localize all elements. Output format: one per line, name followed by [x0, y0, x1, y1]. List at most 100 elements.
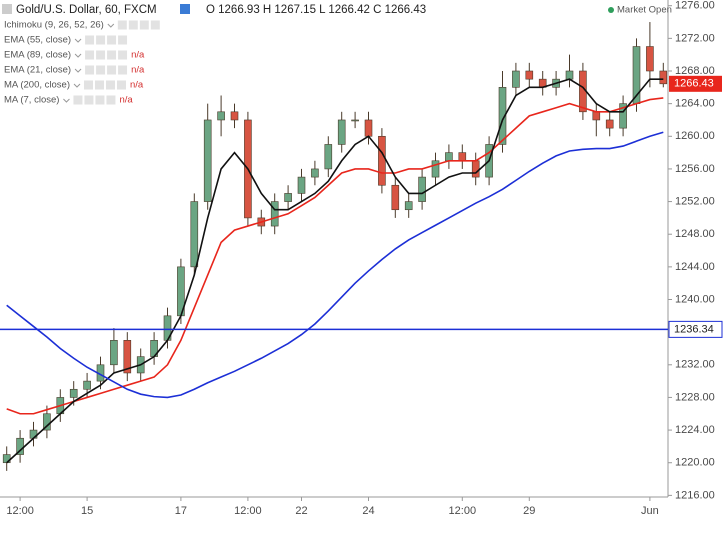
market-status: Market Open — [617, 5, 672, 16]
indicator-icon[interactable] — [107, 35, 117, 45]
indicator-line — [6, 78, 664, 464]
indicator-icon[interactable] — [84, 80, 93, 90]
indicator-icon[interactable] — [85, 35, 95, 45]
indicator-icon[interactable] — [128, 20, 138, 30]
indicator-icon[interactable] — [95, 95, 105, 105]
candle-body — [83, 380, 91, 390]
indicator-icon[interactable] — [107, 65, 117, 75]
y-tick-label: 1252.00 — [675, 195, 715, 207]
candle-body — [525, 70, 534, 80]
indicator-icon[interactable] — [118, 50, 128, 60]
indicator-icon[interactable] — [84, 95, 94, 105]
legend: Gold/U.S. Dollar, 60, FXCM O 1266.93 H 1… — [2, 4, 672, 106]
candle-body — [190, 201, 199, 268]
dropdown-icon[interactable] — [74, 38, 82, 43]
indicator-value: n/a — [130, 80, 144, 91]
indicator-icon[interactable] — [96, 50, 106, 60]
x-tick-label: Jun — [641, 505, 659, 517]
x-tick-label: 15 — [81, 505, 93, 517]
indicator-name[interactable]: EMA (21, close) — [4, 65, 71, 76]
indicator-name[interactable]: MA (200, close) — [4, 80, 70, 91]
candle-body — [324, 144, 333, 170]
candle-body — [203, 119, 212, 202]
indicator-value: n/a — [131, 50, 145, 61]
x-tick-label: 12:00 — [234, 505, 262, 517]
candle-body — [565, 70, 574, 80]
x-tick-label: 12:00 — [6, 505, 34, 517]
indicator-icon[interactable] — [117, 20, 127, 30]
candle-body — [311, 168, 319, 178]
y-tick-label: 1268.00 — [675, 65, 715, 77]
indicator-icon[interactable] — [96, 35, 106, 45]
candle-body — [364, 119, 373, 137]
indicator-name[interactable]: EMA (89, close) — [4, 50, 71, 61]
ohlc-header: O 1266.93 H 1267.15 L 1266.42 C 1266.43 — [206, 4, 426, 16]
indicator-icon[interactable] — [85, 50, 95, 60]
candle-body — [123, 340, 132, 374]
indicator-name[interactable]: Ichimoku (9, 26, 52, 26) — [4, 20, 104, 31]
x-tick-label: 29 — [523, 505, 535, 517]
indicator-icon[interactable] — [96, 65, 106, 75]
indicator-line — [6, 131, 664, 399]
last-price-box — [669, 75, 722, 92]
x-tick-label: 24 — [362, 505, 374, 517]
candle-body — [458, 152, 467, 162]
dropdown-icon[interactable] — [63, 98, 70, 103]
settings-icon[interactable] — [180, 4, 190, 14]
y-tick-label: 1228.00 — [675, 391, 715, 403]
dropdown-icon[interactable] — [107, 23, 115, 28]
y-tick-label: 1224.00 — [675, 424, 715, 436]
y-tick-label: 1272.00 — [675, 32, 715, 44]
collapse-icon[interactable] — [2, 4, 12, 14]
candle-body — [270, 201, 279, 227]
candle-body — [592, 111, 601, 121]
y-tick-label: 1216.00 — [675, 489, 715, 501]
candle-body — [230, 111, 239, 121]
candle-body — [351, 119, 359, 122]
indicator-icon[interactable] — [150, 20, 160, 30]
indicator-icon[interactable] — [107, 50, 117, 60]
y-tick-label: 1220.00 — [675, 457, 715, 469]
chart-title: Gold/U.S. Dollar, 60, FXCM — [16, 4, 157, 16]
candle-body — [659, 70, 668, 85]
candle-body — [646, 46, 654, 72]
candle-body — [445, 152, 453, 162]
candle-body — [498, 87, 507, 145]
y-tick-label: 1248.00 — [675, 228, 715, 240]
candle-body — [404, 201, 413, 211]
indicator-icon[interactable] — [118, 35, 128, 45]
indicator-name[interactable]: MA (7, close) — [4, 95, 59, 106]
candle-body — [471, 160, 480, 178]
x-tick-label: 22 — [295, 505, 307, 517]
indicator-value: n/a — [119, 95, 133, 106]
indicator-line — [6, 97, 664, 415]
indicator-value: n/a — [131, 65, 145, 76]
indicator-icon[interactable] — [85, 65, 95, 75]
x-tick-label: 17 — [175, 505, 187, 517]
plot-area — [0, 22, 668, 471]
indicator-name[interactable]: EMA (55, close) — [4, 35, 71, 46]
last-price-label: 1266.43 — [674, 78, 714, 90]
indicator-icon[interactable] — [95, 80, 104, 90]
dropdown-icon[interactable] — [74, 53, 82, 58]
indicator-icon[interactable] — [117, 80, 126, 90]
y-tick-label: 1240.00 — [675, 293, 715, 305]
candle-body — [337, 119, 346, 145]
indicator-icon[interactable] — [139, 20, 149, 30]
dropdown-icon[interactable] — [74, 68, 82, 73]
indicator-icon[interactable] — [106, 95, 116, 105]
indicator-icon[interactable] — [73, 95, 83, 105]
candle-body — [297, 176, 306, 194]
indicator-icon[interactable] — [118, 65, 128, 75]
indicator-icon[interactable] — [106, 80, 115, 90]
candle-body — [605, 119, 614, 129]
y-tick-label: 1264.00 — [675, 98, 715, 110]
candle-body — [110, 340, 118, 366]
candle-body — [69, 388, 78, 398]
y-tick-label: 1244.00 — [675, 261, 715, 273]
dropdown-icon[interactable] — [73, 83, 81, 88]
hline-label-box — [668, 320, 723, 338]
candle-body — [418, 176, 426, 202]
